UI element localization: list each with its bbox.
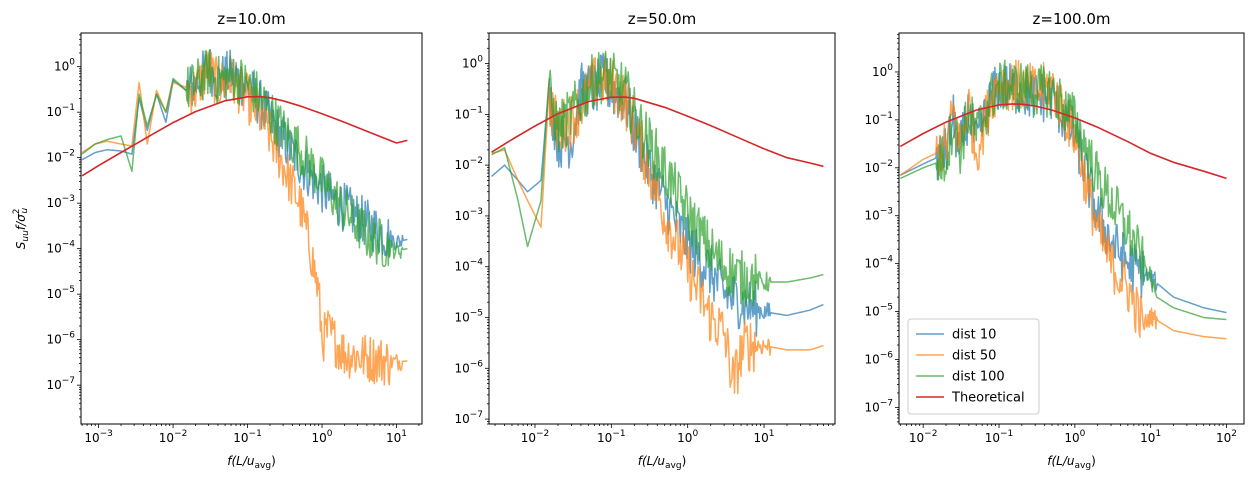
panel-2-x-tick-label-4: 101 [754, 429, 775, 445]
panel-3-plot-area [899, 59, 1227, 340]
panel-3-y-tick-label-7: 10−1 [864, 111, 893, 127]
panel-1-y-axis-label: Suuf/σ2u [12, 208, 31, 250]
panel-3-y-tick-label-4: 10−4 [864, 255, 893, 271]
panel-1-x-tick-label-5: 101 [386, 429, 407, 445]
panel-2-axes-frame [488, 32, 836, 425]
panel-1-y-tick-label-4: 10−4 [46, 240, 75, 256]
panel-1: 10−3 10−2 10−1 100 101 10−7 10−6 10−5 10−4 10−3 10… [12, 10, 423, 471]
panel-2-y-tick-label-1: 10−7 [454, 410, 483, 426]
panel-1-y-tick-label-8: 100 [54, 58, 75, 74]
panel-2-plot-area [491, 50, 824, 395]
panel-2-y-tick-label-6: 10−2 [454, 156, 483, 172]
panel-3-legend-box [907, 318, 1040, 415]
panel-3: 10−2 10−1 100 101 102 10−7 10−6 10−5 10−4 10−3 10−… [864, 10, 1245, 471]
panel-3-legend-label-1: dist 10 [952, 328, 996, 343]
panel-3-legend-label-3: dist 100 [952, 370, 1005, 385]
panel-2-x-tick-label-3: 100 [677, 429, 698, 445]
panel-1-y-tick-label-7: 10−1 [46, 103, 75, 119]
panel-2-series-3-line [491, 50, 824, 307]
panel-2-series-4-line [491, 96, 824, 168]
panel-2-x-tick-label-2: 10−1 [597, 429, 626, 445]
panel-3-title: z=100.0m [1033, 10, 1111, 28]
panel-3-series-4-line [899, 103, 1227, 180]
panel-1-y-tick-label-2: 10−6 [46, 331, 75, 347]
panel-3-y-tick-label-8: 100 [872, 63, 893, 79]
panel-3-x-tick-label-4: 101 [1140, 429, 1161, 445]
panel-1-axes-frame [80, 32, 423, 425]
panel-3-series-3-line [899, 59, 1227, 321]
panel-3-series-2-line [899, 59, 1227, 340]
panel-1-y-tick-label-3: 10−5 [46, 285, 75, 301]
panel-3-y-tick-label-3: 10−5 [864, 303, 893, 319]
panel-2-y-tick-label-5: 10−3 [454, 207, 483, 223]
panel-2-x-tick-label-1: 10−2 [521, 429, 550, 445]
panel-1-x-tick-label-3: 10−1 [233, 429, 262, 445]
panel-2-x-axis-label: f(L/uavg) [638, 454, 687, 471]
panel-3-y-tick-label-6: 10−2 [864, 159, 893, 175]
panel-1-y-tick-label-6: 10−2 [46, 149, 75, 165]
panel-3-x-axis-label: f(L/uavg) [1047, 454, 1096, 471]
panel-3-legend: dist 10 dist 50 dist 100 Theoretical [907, 318, 1040, 415]
panel-2-y-tick-label-7: 10−1 [454, 105, 483, 121]
panel-2-y-tick-label-8: 100 [462, 55, 483, 71]
panel-1-x-tick-label-4: 100 [312, 429, 333, 445]
panel-1-series-4-line [81, 95, 408, 177]
panel-1-x-tick-label-2: 10−2 [159, 429, 188, 445]
panel-2-y-tick-label-4: 10−4 [454, 258, 483, 274]
panel-3-y-tick-label-2: 10−6 [864, 350, 893, 366]
panel-1-title: z=10.0m [217, 10, 285, 28]
panel-3-x-tick-label-1: 10−2 [909, 429, 938, 445]
panel-1-series-3-line [81, 49, 408, 268]
panel-1-plot-area [81, 49, 408, 386]
panel-2-y-tick-label-2: 10−6 [454, 359, 483, 375]
panel-3-x-tick-label-3: 100 [1064, 429, 1085, 445]
panel-3-legend-label-2: dist 50 [952, 349, 996, 364]
panel-3-x-tick-label-2: 10−1 [985, 429, 1014, 445]
panel-1-x-tick-label-1: 10−3 [84, 429, 113, 445]
panel-3-legend-label-4: Theoretical [951, 391, 1025, 406]
panel-2: 10−2 10−1 100 101 10−7 10−6 10−5 10−4 10−3 10−2 10… [454, 10, 836, 471]
panel-3-y-tick-label-5: 10−3 [864, 207, 893, 223]
panel-1-y-tick-label-1: 10−7 [46, 376, 75, 392]
panel-1-y-tick-label-5: 10−3 [46, 194, 75, 210]
panel-2-y-tick-label-3: 10−5 [454, 309, 483, 325]
panel-2-title: z=50.0m [628, 10, 696, 28]
panel-3-x-tick-label-5: 102 [1216, 429, 1237, 445]
panel-3-y-tick-label-1: 10−7 [864, 398, 893, 414]
panel-1-x-axis-label: f(L/uavg) [227, 454, 276, 471]
